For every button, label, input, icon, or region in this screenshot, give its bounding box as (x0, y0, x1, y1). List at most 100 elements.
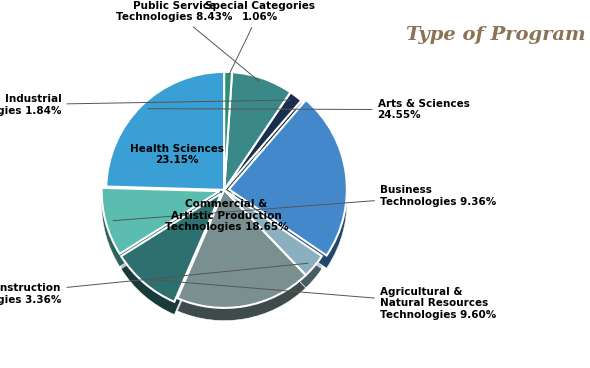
Wedge shape (224, 73, 232, 191)
Wedge shape (106, 74, 224, 192)
Wedge shape (224, 193, 322, 278)
Wedge shape (121, 203, 221, 311)
Wedge shape (224, 82, 290, 200)
Wedge shape (101, 198, 219, 265)
Wedge shape (101, 194, 219, 260)
Wedge shape (121, 196, 221, 305)
Wedge shape (101, 196, 219, 262)
Wedge shape (101, 194, 219, 259)
Wedge shape (101, 198, 219, 264)
Wedge shape (224, 76, 290, 194)
Wedge shape (101, 201, 219, 266)
Wedge shape (229, 110, 347, 265)
Wedge shape (178, 191, 306, 309)
Wedge shape (224, 75, 232, 194)
Wedge shape (224, 96, 301, 194)
Wedge shape (224, 94, 301, 191)
Wedge shape (224, 80, 290, 198)
Wedge shape (121, 206, 221, 315)
Wedge shape (229, 106, 347, 261)
Wedge shape (224, 74, 232, 192)
Wedge shape (224, 191, 322, 276)
Wedge shape (106, 82, 224, 201)
Wedge shape (224, 81, 290, 198)
Wedge shape (224, 99, 301, 197)
Wedge shape (178, 198, 306, 316)
Wedge shape (224, 75, 232, 193)
Wedge shape (224, 196, 322, 282)
Wedge shape (229, 104, 347, 260)
Wedge shape (224, 97, 301, 195)
Wedge shape (224, 74, 290, 191)
Wedge shape (229, 103, 347, 259)
Wedge shape (121, 201, 221, 309)
Wedge shape (224, 77, 290, 195)
Wedge shape (121, 205, 221, 314)
Wedge shape (106, 72, 224, 191)
Wedge shape (224, 98, 301, 195)
Wedge shape (178, 200, 306, 318)
Wedge shape (178, 201, 306, 319)
Wedge shape (106, 79, 224, 197)
Wedge shape (224, 82, 232, 201)
Wedge shape (178, 201, 306, 319)
Wedge shape (224, 103, 301, 201)
Wedge shape (101, 195, 219, 261)
Wedge shape (229, 112, 347, 268)
Wedge shape (224, 78, 232, 195)
Wedge shape (229, 107, 347, 262)
Text: Industrial
Technologies 1.84%: Industrial Technologies 1.84% (0, 94, 290, 116)
Wedge shape (121, 196, 221, 304)
Wedge shape (224, 77, 232, 195)
Text: Type of Program: Type of Program (406, 26, 585, 44)
Wedge shape (106, 73, 224, 191)
Wedge shape (178, 196, 306, 314)
Wedge shape (121, 204, 221, 312)
Wedge shape (224, 78, 290, 196)
Wedge shape (229, 111, 347, 267)
Wedge shape (224, 203, 322, 288)
Wedge shape (224, 197, 322, 282)
Wedge shape (121, 194, 221, 302)
Wedge shape (224, 101, 301, 198)
Wedge shape (224, 77, 290, 194)
Wedge shape (178, 195, 306, 313)
Wedge shape (106, 75, 224, 193)
Wedge shape (106, 82, 224, 200)
Wedge shape (224, 74, 290, 192)
Wedge shape (178, 190, 306, 308)
Wedge shape (224, 201, 322, 286)
Wedge shape (224, 199, 322, 284)
Wedge shape (106, 81, 224, 199)
Text: Arts & Sciences
24.55%: Arts & Sciences 24.55% (148, 99, 470, 120)
Text: Business
Technologies 9.36%: Business Technologies 9.36% (113, 185, 496, 221)
Wedge shape (224, 94, 301, 192)
Wedge shape (224, 100, 301, 198)
Wedge shape (178, 191, 306, 309)
Wedge shape (178, 194, 306, 311)
Wedge shape (224, 79, 232, 197)
Wedge shape (224, 80, 232, 198)
Wedge shape (224, 84, 232, 202)
Wedge shape (224, 95, 301, 193)
Text: Agricultural &
Natural Resources
Technologies 9.60%: Agricultural & Natural Resources Technol… (150, 280, 496, 320)
Wedge shape (178, 192, 306, 310)
Wedge shape (224, 99, 301, 196)
Wedge shape (229, 109, 347, 264)
Wedge shape (121, 202, 221, 310)
Wedge shape (229, 101, 347, 257)
Wedge shape (229, 110, 347, 266)
Wedge shape (224, 84, 290, 201)
Wedge shape (106, 78, 224, 196)
Wedge shape (224, 198, 322, 284)
Wedge shape (224, 102, 301, 199)
Wedge shape (224, 72, 232, 190)
Wedge shape (224, 195, 322, 280)
Wedge shape (101, 190, 219, 256)
Wedge shape (178, 203, 306, 321)
Wedge shape (224, 78, 232, 196)
Wedge shape (224, 200, 322, 285)
Wedge shape (224, 76, 232, 194)
Wedge shape (101, 188, 219, 255)
Wedge shape (224, 93, 301, 191)
